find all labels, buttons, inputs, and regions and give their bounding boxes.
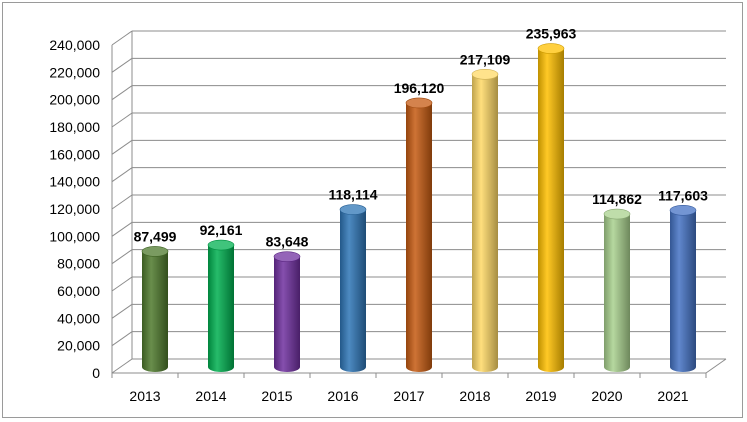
bar-top [603, 208, 631, 220]
gridline-side [111, 303, 133, 319]
gridline-side [111, 249, 133, 265]
gridline-side [111, 276, 133, 292]
gridline-side [111, 57, 133, 73]
gridline-side [111, 112, 133, 128]
bar-body [472, 74, 498, 373]
bar-2020 [603, 208, 631, 372]
bar-2017 [405, 97, 433, 372]
bar-2018 [471, 68, 499, 373]
y-tick-label: 200,000 [49, 92, 100, 108]
gridline-side [111, 167, 133, 183]
data-labels: 87,499 92,161 83,648 118,114 196,120 217,109 2… [134, 26, 709, 250]
bar-2021 [669, 204, 697, 372]
bar-body [406, 102, 432, 372]
x-tick-label: 2019 [525, 388, 556, 404]
x-tick-label: 2017 [393, 388, 424, 404]
bar-top [669, 204, 697, 216]
x-tick-label: 2015 [261, 388, 292, 404]
bar-body [604, 214, 630, 372]
bar-top [207, 239, 235, 251]
y-tick-label: 0 [92, 365, 100, 381]
y-tick-label: 100,000 [49, 228, 100, 244]
bar-2013 [141, 246, 169, 372]
y-tick-label: 180,000 [49, 119, 100, 135]
bar-body [208, 245, 234, 372]
data-label: 114,862 [592, 191, 642, 207]
y-tick-label: 220,000 [49, 64, 100, 80]
bar-2016 [339, 204, 367, 372]
bar-body [142, 251, 168, 372]
y-tick-label: 60,000 [57, 283, 100, 299]
bar-body [670, 210, 696, 372]
x-tick-label: 2016 [327, 388, 358, 404]
bar-body [538, 48, 564, 372]
data-label: 235,963 [526, 26, 577, 42]
bar-2014 [207, 239, 235, 372]
y-tick-label: 140,000 [49, 174, 100, 190]
y-tick-label: 240,000 [49, 37, 100, 53]
y-tick-label: 40,000 [57, 310, 100, 326]
bar-top [471, 68, 499, 80]
bar-body [340, 209, 366, 372]
x-tick-label: 2013 [129, 388, 160, 404]
data-label: 217,109 [460, 51, 511, 67]
y-tick-label: 80,000 [57, 256, 100, 272]
bar-2019 [537, 43, 565, 372]
gridline-side [111, 85, 133, 101]
gridline-side [111, 221, 133, 237]
data-label: 118,114 [328, 187, 377, 203]
bar-top [537, 43, 565, 54]
bars [141, 43, 697, 373]
x-tick-label: 2014 [195, 388, 226, 404]
data-label: 87,499 [134, 228, 177, 244]
data-label: 83,648 [266, 234, 309, 250]
y-axis: 0 20,000 40,000 60,000 80,000 100,000 120,000 1… [49, 37, 100, 381]
bar-body [274, 256, 300, 372]
bar-2015 [273, 251, 301, 372]
y-tick-label: 160,000 [49, 146, 100, 162]
x-tick-label: 2021 [657, 388, 688, 404]
gridline-side [111, 358, 133, 374]
bar-top [405, 97, 433, 109]
bar-top [273, 251, 301, 262]
bar-top [141, 246, 169, 257]
data-label: 196,120 [394, 80, 445, 96]
gridline-side [111, 139, 133, 155]
data-label: 92,161 [200, 222, 243, 238]
data-label: 117,603 [658, 187, 708, 203]
x-axis: 2013 2014 2015 2016 2017 2018 2019 2020 2021 [111, 373, 707, 404]
y-tick-label: 20,000 [57, 338, 100, 354]
x-tick-label: 2018 [459, 388, 490, 404]
gridline-side [111, 30, 133, 46]
gridline-side [111, 194, 133, 210]
bar-top [339, 204, 367, 215]
x-tick-label: 2020 [591, 388, 622, 404]
y-tick-label: 120,000 [49, 201, 100, 217]
floor-edge [705, 358, 727, 374]
gridline-side [111, 331, 133, 347]
